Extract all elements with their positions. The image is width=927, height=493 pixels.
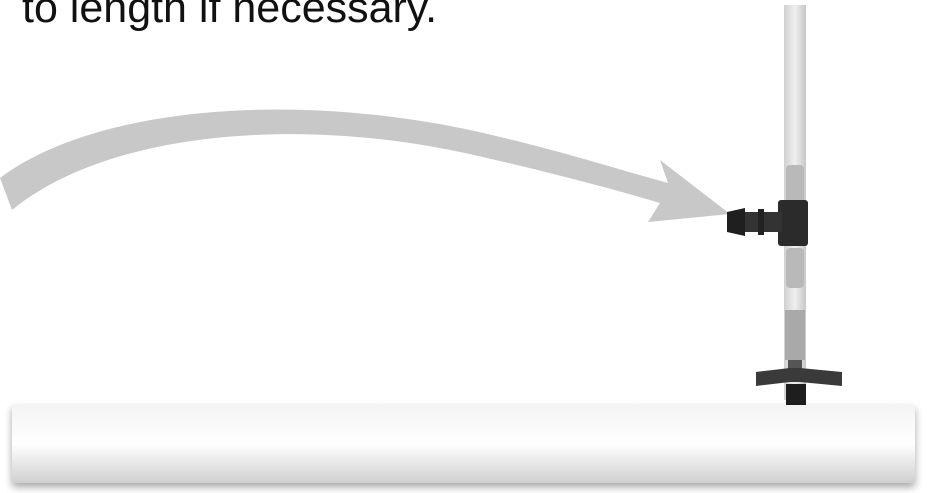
barb xyxy=(786,165,804,205)
diagram: to length if necessary. xyxy=(0,0,927,493)
caption: to length if necessary. xyxy=(22,0,437,32)
tee-fitting xyxy=(727,200,808,246)
adapter xyxy=(785,310,805,360)
horizontal-tube xyxy=(12,405,915,483)
barb xyxy=(786,248,804,288)
arrow xyxy=(0,110,730,222)
